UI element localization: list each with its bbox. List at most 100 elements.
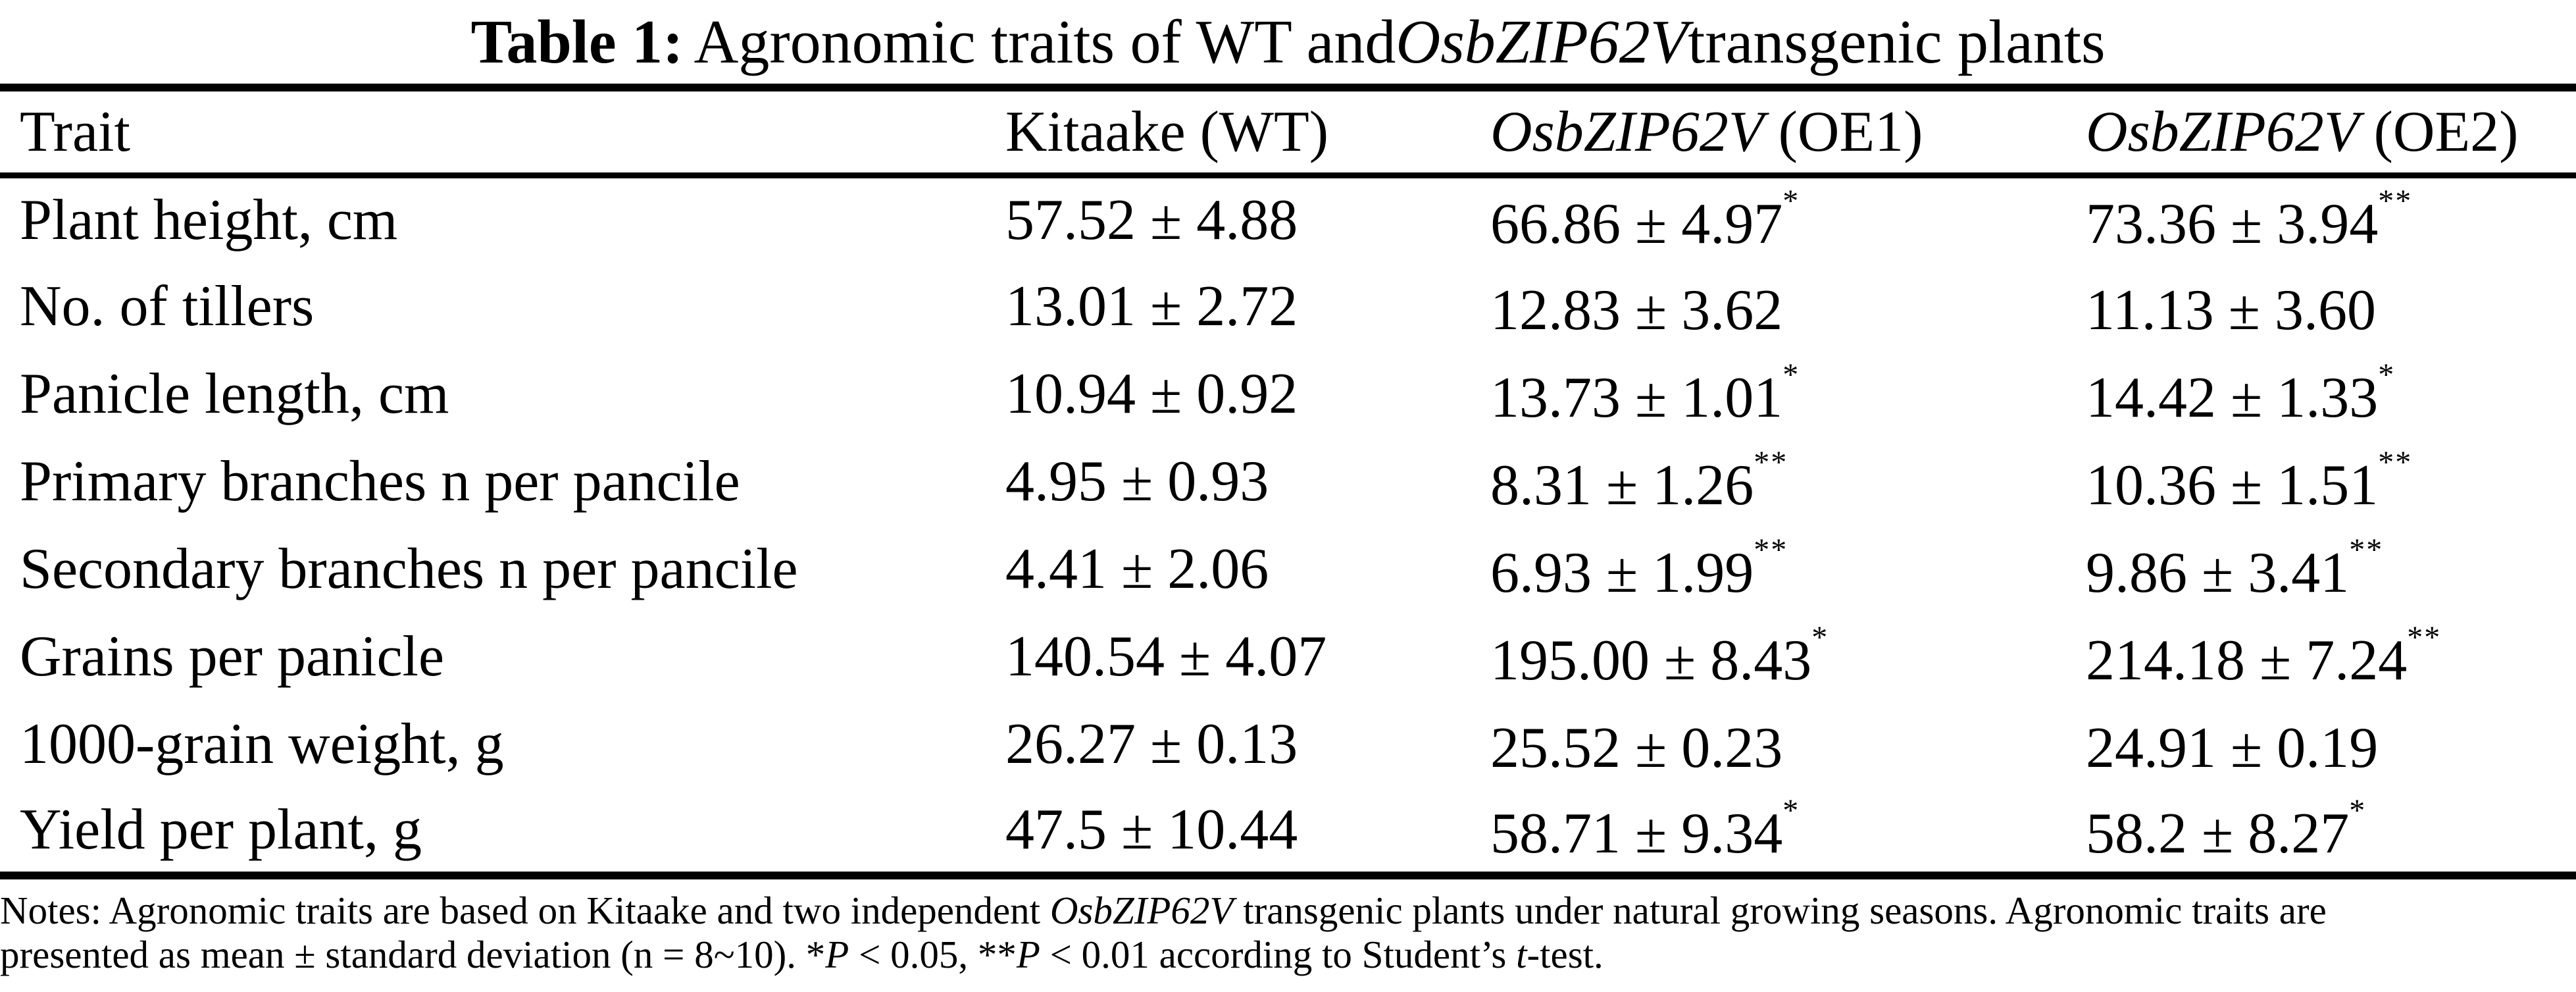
significance-marker: * [1782,357,1800,392]
significance-marker: ** [1754,533,1788,567]
title-text: Agronomic traits of WT and [694,7,1396,76]
header-label: Kitaake (WT) [1005,99,1329,164]
header-label: (OE1) [1763,99,1923,164]
oe1-value-cell: 13.73 ± 1.01* [1490,350,2086,438]
trait-cell: No. of tillers [0,263,1005,350]
trait-label: Grains per panicle [20,625,445,689]
oe1-value-cell: 12.83 ± 3.62 [1490,263,2086,350]
oe1-value-cell: 25.52 ± 0.23 [1490,700,2086,788]
measurement-value: 8.31 ± 1.26 [1490,454,1754,517]
notes-text: transgenic plants under natural growing … [1233,889,2327,932]
measurement-value: 24.91 ± 0.19 [2086,716,2379,780]
oe1-value-cell: 58.71 ± 9.34* [1490,788,2086,875]
oe2-value-cell: 14.42 ± 1.33* [2086,350,2576,438]
wt-value-cell: 10.94 ± 0.92 [1005,350,1490,438]
table-notes: Notes: Agronomic traits are based on Kit… [0,879,2576,977]
significance-marker: ** [2407,620,2442,655]
measurement-value: 13.01 ± 2.72 [1005,274,1298,338]
trait-label: Panicle length, cm [20,362,449,426]
wt-value-cell: 4.41 ± 2.06 [1005,525,1490,613]
notes-text: < 0.01 according to Student’s [1040,933,1517,976]
significance-marker: ** [2349,533,2384,567]
notes-line-1: Notes: Agronomic traits are based on Kit… [0,889,2576,933]
column-header-trait: Trait [0,88,1005,175]
trait-cell: Plant height, cm [0,175,1005,263]
trait-cell: Yield per plant, g [0,788,1005,875]
measurement-value: 25.52 ± 0.23 [1490,716,1783,780]
measurement-value: 58.2 ± 8.27 [2086,802,2350,866]
header-row: Trait Kitaake (WT) OsbZIP62V (OE1) OsbZI… [0,88,2576,175]
significance-marker: * [1782,793,1800,828]
measurement-value: 10.36 ± 1.51 [2086,454,2379,517]
notes-text: presented as mean ± standard deviation (… [0,933,826,976]
measurement-value: 195.00 ± 8.43 [1490,629,1812,692]
measurement-value: 4.41 ± 2.06 [1005,537,1269,601]
wt-value-cell: 4.95 ± 0.93 [1005,438,1490,525]
measurement-value: 6.93 ± 1.99 [1490,541,1754,605]
measurement-value: 10.94 ± 0.92 [1005,362,1298,426]
significance-marker: * [1811,620,1829,655]
trait-label: 1000-grain weight, g [20,712,504,776]
trait-label: Yield per plant, g [20,798,422,862]
wt-value-cell: 57.52 ± 4.88 [1005,175,1490,263]
table-row: Secondary branches n per pancile 4.41 ± … [0,525,2576,613]
oe1-value-cell: 6.93 ± 1.99** [1490,525,2086,613]
table-number-label: Table 1: [470,7,684,76]
wt-value-cell: 140.54 ± 4.07 [1005,613,1490,700]
column-header-oe2: OsbZIP62V (OE2) [2086,88,2576,175]
trait-label: Secondary branches n per pancile [20,537,798,601]
oe2-value-cell: 11.13 ± 3.60 [2086,263,2576,350]
significance-marker: * [2349,793,2367,828]
notes-text: < 0.05, ** [849,933,1017,976]
wt-value-cell: 47.5 ± 10.44 [1005,788,1490,875]
measurement-value: 26.27 ± 0.13 [1005,712,1298,776]
t-test-symbol: t [1516,933,1527,976]
oe1-value-cell: 66.86 ± 4.97* [1490,175,2086,263]
measurement-value: 12.83 ± 3.62 [1490,278,1783,342]
title-text-suffix: transgenic plants [1688,7,2106,76]
table-title: Table 1: Agronomic traits of WT and OsbZI… [0,0,2576,84]
significance-marker: * [2378,357,2396,392]
trait-label: No. of tillers [20,274,315,338]
notes-gene-name: OsbZIP62V [1049,889,1234,932]
table-row: Plant height, cm 57.52 ± 4.88 66.86 ± 4.… [0,175,2576,263]
table-row: Panicle length, cm 10.94 ± 0.92 13.73 ± … [0,350,2576,438]
trait-cell: Grains per panicle [0,613,1005,700]
measurement-value: 214.18 ± 7.24 [2086,629,2408,692]
measurement-value: 11.13 ± 3.60 [2086,278,2377,342]
header-gene-name: OsbZIP62V [1490,99,1764,164]
measurement-value: 57.52 ± 4.88 [1005,188,1298,253]
significance-marker: ** [2378,184,2413,219]
trait-cell: Panicle length, cm [0,350,1005,438]
measurement-value: 9.86 ± 3.41 [2086,541,2350,605]
oe1-value-cell: 8.31 ± 1.26** [1490,438,2086,525]
oe2-value-cell: 10.36 ± 1.51** [2086,438,2576,525]
oe1-value-cell: 195.00 ± 8.43* [1490,613,2086,700]
trait-cell: Primary branches n per pancile [0,438,1005,525]
measurement-value: 66.86 ± 4.97 [1490,192,1783,257]
header-label: Trait [20,99,130,164]
column-header-kitaake-wt: Kitaake (WT) [1005,88,1490,175]
oe2-value-cell: 58.2 ± 8.27* [2086,788,2576,875]
table-row: 1000-grain weight, g 26.27 ± 0.13 25.52 … [0,700,2576,788]
oe2-value-cell: 73.36 ± 3.94** [2086,175,2576,263]
significance-marker: ** [2378,445,2413,480]
significance-marker: ** [1754,445,1788,480]
header-label: (OE2) [2359,99,2519,164]
notes-text: -test. [1527,933,1604,976]
trait-label: Plant height, cm [20,188,398,253]
measurement-value: 58.71 ± 9.34 [1490,802,1783,866]
table-row: Yield per plant, g 47.5 ± 10.44 58.71 ± … [0,788,2576,875]
header-gene-name: OsbZIP62V [2086,99,2360,164]
notes-line-2: presented as mean ± standard deviation (… [0,933,2576,977]
oe2-value-cell: 9.86 ± 3.41** [2086,525,2576,613]
p-value-symbol: P [1016,933,1040,976]
measurement-value: 47.5 ± 10.44 [1005,798,1298,862]
oe2-value-cell: 214.18 ± 7.24** [2086,613,2576,700]
agronomic-traits-table: Trait Kitaake (WT) OsbZIP62V (OE1) OsbZI… [0,84,2576,879]
measurement-value: 14.42 ± 1.33 [2086,366,2379,430]
trait-cell: 1000-grain weight, g [0,700,1005,788]
measurement-value: 4.95 ± 0.93 [1005,450,1269,513]
measurement-value: 73.36 ± 3.94 [2086,192,2379,257]
